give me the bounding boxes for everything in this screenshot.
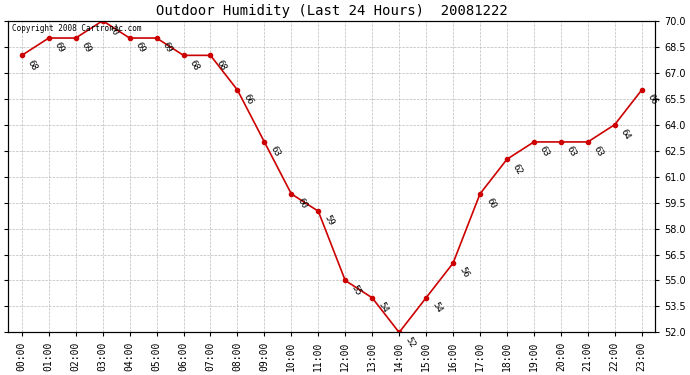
Text: 55: 55 [349,283,362,297]
Text: 69: 69 [134,41,147,55]
Text: 54: 54 [431,301,444,314]
Text: 66: 66 [241,93,255,106]
Text: 64: 64 [619,128,632,141]
Text: 68: 68 [26,58,39,72]
Text: 60: 60 [295,196,308,210]
Text: 63: 63 [592,145,605,159]
Title: Outdoor Humidity (Last 24 Hours)  20081222: Outdoor Humidity (Last 24 Hours) 2008122… [156,4,508,18]
Text: 52: 52 [403,335,417,349]
Text: 69: 69 [53,41,66,55]
Text: 69: 69 [161,41,174,55]
Text: 59: 59 [322,214,335,228]
Text: 62: 62 [511,162,524,176]
Text: 68: 68 [188,58,201,72]
Text: 68: 68 [215,58,228,72]
Text: 63: 63 [538,145,551,159]
Text: 66: 66 [646,93,659,106]
Text: 70: 70 [107,24,120,37]
Text: 63: 63 [565,145,578,159]
Text: 54: 54 [376,301,390,314]
Text: 56: 56 [457,266,471,280]
Text: 60: 60 [484,196,497,210]
Text: Copyright 2008 Cartronic.com: Copyright 2008 Cartronic.com [12,24,141,33]
Text: 69: 69 [80,41,93,55]
Text: 63: 63 [268,145,282,159]
